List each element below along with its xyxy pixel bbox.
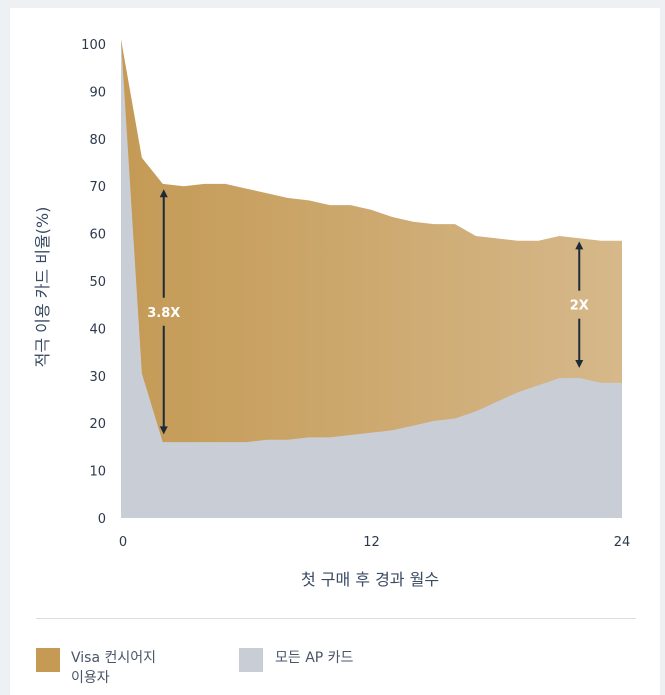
x-axis-label: 첫 구매 후 경과 월수 bbox=[301, 570, 439, 589]
series-area-visa bbox=[121, 39, 622, 518]
y-tick-label: 80 bbox=[89, 133, 106, 148]
y-tick-label: 30 bbox=[89, 370, 106, 385]
x-tick-label: 24 bbox=[614, 535, 631, 550]
y-tick-label: 100 bbox=[81, 38, 106, 53]
legend-swatch-visa bbox=[36, 648, 60, 672]
arrow-head-up bbox=[159, 189, 168, 198]
legend-swatch-ap bbox=[239, 648, 263, 672]
y-tick-label: 60 bbox=[89, 228, 106, 243]
legend-label-visa: Visa 컨시어지 이용자 bbox=[71, 648, 156, 688]
arrow-head-up bbox=[575, 241, 584, 250]
y-tick-label: 0 bbox=[98, 512, 106, 527]
y-tick-label: 70 bbox=[89, 180, 106, 195]
annotation-1: 2X bbox=[570, 241, 589, 369]
y-tick-label: 90 bbox=[89, 85, 106, 100]
y-tick-label: 50 bbox=[89, 275, 106, 290]
y-axis-label: 적극 이용 카드 비율(%) bbox=[33, 207, 52, 368]
arrow-head-down bbox=[159, 426, 168, 435]
series-area-ap bbox=[121, 39, 622, 518]
plot-area: 3.8X 2X bbox=[121, 39, 622, 518]
annotation-label: 3.8X bbox=[147, 306, 180, 321]
arrow-head-down bbox=[575, 360, 584, 369]
legend-divider bbox=[36, 618, 636, 619]
y-tick-label: 40 bbox=[89, 322, 106, 337]
legend-label-visa-line2: 이용자 bbox=[71, 670, 110, 686]
legend-label-visa-line1: Visa 컨시어지 bbox=[71, 650, 157, 666]
annotation-0: 3.8X bbox=[147, 189, 180, 435]
chart-card: 3.8X 2X 적극 이용 카드 비율(%) 첫 구매 후 경과 월수 0 10 20… bbox=[10, 8, 660, 695]
legend-label-ap-text: 모든 AP 카드 bbox=[275, 650, 354, 666]
y-tick-label: 10 bbox=[89, 465, 106, 480]
y-tick-label: 20 bbox=[89, 417, 106, 432]
annotation-label: 2X bbox=[570, 299, 589, 314]
x-tick-label: 0 bbox=[119, 535, 127, 550]
x-tick-label: 12 bbox=[363, 535, 380, 550]
legend-label-ap: 모든 AP 카드 bbox=[275, 648, 353, 668]
area-chart: 3.8X 2X 적극 이용 카드 비율(%) 첫 구매 후 경과 월수 0 10 20… bbox=[33, 38, 631, 589]
